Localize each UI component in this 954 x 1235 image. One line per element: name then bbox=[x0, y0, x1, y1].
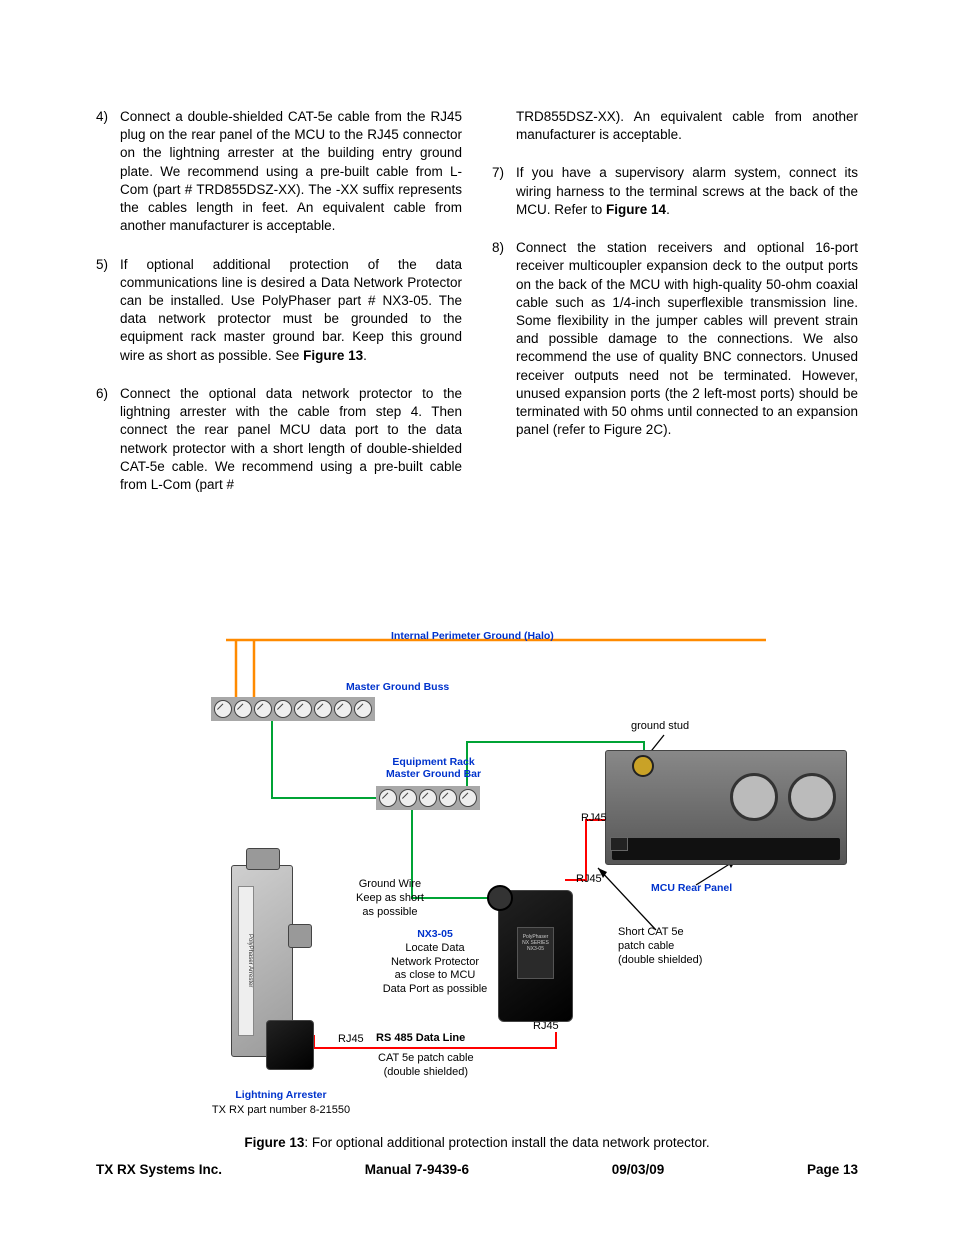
list-body: TRD855DSZ-XX). An equivalent cable from … bbox=[516, 108, 858, 144]
ground-buss-hole bbox=[419, 789, 437, 807]
figure-13: Internal Perimeter Ground (Halo) Master … bbox=[96, 620, 858, 1140]
list-item: 8)Connect the station receivers and opti… bbox=[492, 239, 858, 439]
list-item: 4)Connect a double-shielded CAT-5e cable… bbox=[96, 108, 462, 236]
ground-buss-hole bbox=[274, 700, 292, 718]
page-footer: TX RX Systems Inc. Manual 7-9439-6 09/03… bbox=[96, 1162, 858, 1177]
la-title: Lightning Arrester bbox=[235, 1089, 326, 1101]
right-column: TRD855DSZ-XX). An equivalent cable from … bbox=[492, 108, 858, 514]
list-number: 8) bbox=[492, 239, 516, 439]
la-part: TX RX part number 8-21550 bbox=[212, 1104, 350, 1116]
master-ground-buss bbox=[211, 697, 375, 721]
rj45-label-mcu: RJ45 bbox=[581, 812, 607, 824]
footer-date: 09/03/09 bbox=[612, 1162, 665, 1177]
footer-company: TX RX Systems Inc. bbox=[96, 1162, 222, 1177]
list-body: Connect the optional data network protec… bbox=[120, 385, 462, 494]
list-item: 6)Connect the optional data network prot… bbox=[96, 385, 462, 494]
rack-bar-label: Equipment Rack Master Ground Bar bbox=[386, 756, 481, 780]
rs485-line: RS 485 Data Line bbox=[376, 1032, 465, 1044]
footer-manual: Manual 7-9439-6 bbox=[365, 1162, 469, 1177]
la-caption: Lightning Arrester TX RX part number 8-2… bbox=[196, 1088, 366, 1117]
ground-buss-hole bbox=[234, 700, 252, 718]
ground-stud-label: ground stud bbox=[631, 720, 689, 732]
list-number: 7) bbox=[492, 164, 516, 219]
rack-ground-bar bbox=[376, 786, 480, 810]
list-body: If optional additional protection of the… bbox=[120, 256, 462, 365]
list-item: TRD855DSZ-XX). An equivalent cable from … bbox=[492, 108, 858, 144]
cat5e-line2: CAT 5e patch cable (double shielded) bbox=[378, 1052, 474, 1080]
list-number: 6) bbox=[96, 385, 120, 494]
ground-buss-hole bbox=[334, 700, 352, 718]
figure-caption-bold: Figure 13 bbox=[244, 1135, 304, 1150]
body-columns: 4)Connect a double-shielded CAT-5e cable… bbox=[96, 108, 858, 514]
short-cat5e-label: Short CAT 5e patch cable (double shielde… bbox=[618, 926, 702, 967]
figure-caption-rest: : For optional additional protection ins… bbox=[304, 1135, 709, 1150]
bold-ref: Figure 13 bbox=[303, 348, 363, 363]
ground-buss-hole bbox=[379, 789, 397, 807]
ground-buss-hole bbox=[214, 700, 232, 718]
ground-wire-label: Ground Wire Keep as short as possible bbox=[356, 878, 424, 919]
ground-buss-hole bbox=[314, 700, 332, 718]
ground-buss-hole bbox=[439, 789, 457, 807]
ground-buss-hole bbox=[254, 700, 272, 718]
figure-caption: Figure 13: For optional additional prote… bbox=[96, 1135, 858, 1150]
list-body: Connect a double-shielded CAT-5e cable f… bbox=[120, 108, 462, 236]
footer-page: Page 13 bbox=[807, 1162, 858, 1177]
list-item: 5)If optional additional protection of t… bbox=[96, 256, 462, 365]
rj45-label-nx-top: RJ45 bbox=[576, 873, 602, 885]
nx3-05-device: PolyPhaserNX SERIESNX3-05 bbox=[498, 890, 573, 1022]
halo-label: Internal Perimeter Ground (Halo) bbox=[391, 630, 554, 642]
list-body: If you have a supervisory alarm system, … bbox=[516, 164, 858, 219]
la-rj45-plug bbox=[266, 1020, 314, 1070]
list-number: 5) bbox=[96, 256, 120, 365]
master-buss-label: Master Ground Buss bbox=[346, 681, 449, 693]
nx-desc: Locate Data Network Protector as close t… bbox=[383, 942, 488, 995]
ground-buss-hole bbox=[459, 789, 477, 807]
left-column: 4)Connect a double-shielded CAT-5e cable… bbox=[96, 108, 462, 514]
ground-buss-hole bbox=[294, 700, 312, 718]
bold-ref: Figure 14 bbox=[606, 202, 666, 217]
list-item: 7)If you have a supervisory alarm system… bbox=[492, 164, 858, 219]
nx-title: NX3-05 bbox=[417, 928, 453, 940]
list-body: Connect the station receivers and option… bbox=[516, 239, 858, 439]
mcu-rear-panel bbox=[605, 750, 847, 865]
list-number: 4) bbox=[96, 108, 120, 236]
mcu-label: MCU Rear Panel bbox=[651, 882, 732, 894]
rs485-label: RS 485 Data Line bbox=[376, 1032, 465, 1044]
rj45-label-la: RJ45 bbox=[338, 1033, 364, 1045]
ground-buss-hole bbox=[399, 789, 417, 807]
ground-buss-hole bbox=[354, 700, 372, 718]
nx-desc-block: NX3-05 Locate Data Network Protector as … bbox=[379, 928, 491, 997]
